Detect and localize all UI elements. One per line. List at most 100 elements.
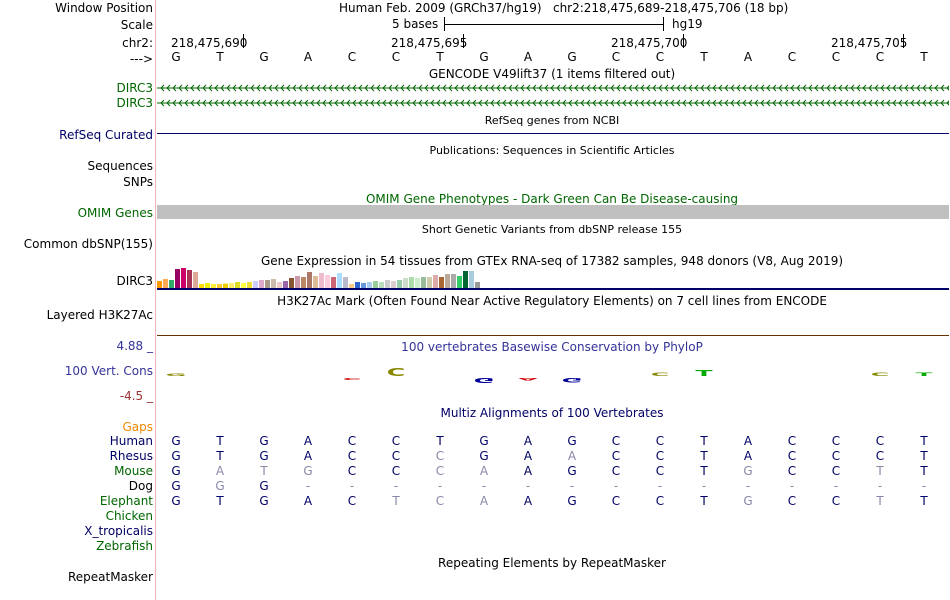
species-label[interactable]: Elephant xyxy=(99,494,153,508)
sequence-base: A xyxy=(523,50,533,64)
strand-arrow xyxy=(514,99,519,107)
strand-arrow xyxy=(250,84,255,92)
conservation-ymax: 4.88 _ xyxy=(116,339,153,353)
strand-arrow xyxy=(796,99,801,107)
omim-label[interactable]: OMIM Genes xyxy=(77,206,153,220)
position-text[interactable]: chr2:218,475,689-218,475,706 (18 bp) xyxy=(552,1,789,15)
species-label[interactable]: Rhesus xyxy=(109,449,153,463)
strand-arrow xyxy=(298,99,303,107)
strand-arrow xyxy=(718,99,723,107)
species-label[interactable]: X_tropicalis xyxy=(84,524,153,538)
alignment-base: C xyxy=(875,434,885,448)
strand-arrow xyxy=(502,84,507,92)
gtex-tissue-bar xyxy=(259,280,264,288)
gtex-tissue-bar xyxy=(475,282,480,288)
h3k27ac-track-title[interactable]: H3K27Ac Mark (Often Found Near Active Re… xyxy=(277,294,827,308)
sequence-base: C xyxy=(655,50,665,64)
repeatmasker-track-title[interactable]: Repeating Elements by RepeatMasker xyxy=(438,556,666,570)
species-label[interactable]: Human xyxy=(109,434,153,448)
gencode-item-label-2[interactable]: DIRC3 xyxy=(116,96,153,110)
alignment-base: A xyxy=(523,449,533,463)
strand-arrow xyxy=(394,84,399,92)
omim-feature-bar[interactable] xyxy=(157,205,949,219)
strand-arrow xyxy=(400,99,405,107)
alignment-base: G xyxy=(259,479,269,493)
strand-arrow xyxy=(802,84,807,92)
strand-arrow xyxy=(568,99,573,107)
publications-snps-label[interactable]: SNPs xyxy=(123,175,153,189)
strand-arrow xyxy=(322,84,327,92)
gtex-track-title[interactable]: Gene Expression in 54 tissues from GTEx … xyxy=(260,254,844,268)
alignment-base: C xyxy=(875,449,885,463)
sequence-base: C xyxy=(347,50,357,64)
alignment-base: T xyxy=(216,494,224,508)
multiz-gaps-label[interactable]: Gaps xyxy=(122,420,153,434)
conservation-glyph: G xyxy=(562,376,583,383)
strand-arrow xyxy=(688,84,693,92)
strand-arrow xyxy=(238,99,243,107)
multiz-track-title[interactable]: Multiz Alignments of 100 Vertebrates xyxy=(440,406,664,420)
strand-arrow xyxy=(388,84,393,92)
species-label[interactable]: Zebrafish xyxy=(96,539,153,553)
strand-arrow xyxy=(910,99,915,107)
gtex-tissue-bar xyxy=(265,280,270,288)
strand-arrow xyxy=(916,99,921,107)
refseq-label[interactable]: RefSeq Curated xyxy=(59,128,153,142)
strand-arrow xyxy=(280,99,285,107)
strand-arrow xyxy=(700,99,705,107)
dbsnp-label[interactable]: Common dbSNP(155) xyxy=(23,237,153,251)
strand-arrow xyxy=(310,99,315,107)
alignment-base: A xyxy=(303,494,313,508)
refseq-gene-line[interactable] xyxy=(157,133,949,134)
gtex-tissue-bar xyxy=(337,273,342,288)
species-label[interactable]: Dog xyxy=(128,479,153,493)
species-label[interactable]: Chicken xyxy=(105,509,153,523)
gtex-tissue-bar xyxy=(307,272,312,288)
alignment-base: G xyxy=(567,434,577,448)
conservation-track-title[interactable]: 100 vertebrates Basewise Conservation by… xyxy=(401,340,703,354)
omim-track-title[interactable]: OMIM Gene Phenotypes - Dark Green Can Be… xyxy=(365,192,739,206)
strand-arrow xyxy=(700,84,705,92)
strand-arrow xyxy=(520,84,525,92)
gtex-tissue-bar xyxy=(469,271,474,288)
alignment-base: G xyxy=(171,449,181,463)
h3k27ac-label[interactable]: Layered H3K27Ac xyxy=(46,308,153,322)
gencode-transcript-1[interactable] xyxy=(157,84,949,92)
gtex-tissue-bar xyxy=(205,283,210,288)
conservation-label[interactable]: 100 Vert. Cons xyxy=(64,364,153,378)
gencode-item-label-1[interactable]: DIRC3 xyxy=(116,81,153,95)
gtex-tissue-bar xyxy=(403,278,408,288)
gtex-gene-label[interactable]: DIRC3 xyxy=(116,274,153,288)
sequence-base: T xyxy=(920,50,928,64)
alignment-base: C xyxy=(347,449,357,463)
species-label[interactable]: Mouse xyxy=(114,464,153,478)
alignment-base: - xyxy=(481,479,487,493)
gtex-expression-bars[interactable] xyxy=(157,267,949,289)
publications-sequences-label[interactable]: Sequences xyxy=(87,159,153,173)
strand-arrow xyxy=(334,99,339,107)
dbsnp-track-title[interactable]: Short Genetic Variants from dbSNP releas… xyxy=(421,223,683,236)
alignment-base: T xyxy=(876,464,884,478)
scale-db: hg19 xyxy=(672,17,703,31)
strand-arrow xyxy=(874,84,879,92)
sequence-base: C xyxy=(787,50,797,64)
strand-arrow xyxy=(940,99,945,107)
repeatmasker-label[interactable]: RepeatMasker xyxy=(67,570,153,584)
publications-track-title[interactable]: Publications: Sequences in Scientific Ar… xyxy=(429,144,675,157)
gtex-tissue-bar xyxy=(391,281,396,288)
conservation-logo[interactable]: G C C G A G C T C T xyxy=(157,356,949,396)
alignment-base: T xyxy=(700,464,708,478)
strand-arrow xyxy=(730,99,735,107)
alignment-base: - xyxy=(437,479,443,493)
gtex-tissue-bar xyxy=(385,280,390,288)
strand-arrow xyxy=(574,84,579,92)
alignment-base: G xyxy=(743,494,753,508)
strand-arrow xyxy=(844,99,849,107)
alignment-base: G xyxy=(259,494,269,508)
alignment-base: C xyxy=(611,494,621,508)
strand-arrow xyxy=(748,99,753,107)
alignment-base: C xyxy=(611,464,621,478)
gencode-track-title[interactable]: GENCODE V49lift37 (1 items filtered out) xyxy=(428,67,676,81)
refseq-track-title[interactable]: RefSeq genes from NCBI xyxy=(484,114,620,127)
gencode-transcript-2[interactable] xyxy=(157,99,949,107)
